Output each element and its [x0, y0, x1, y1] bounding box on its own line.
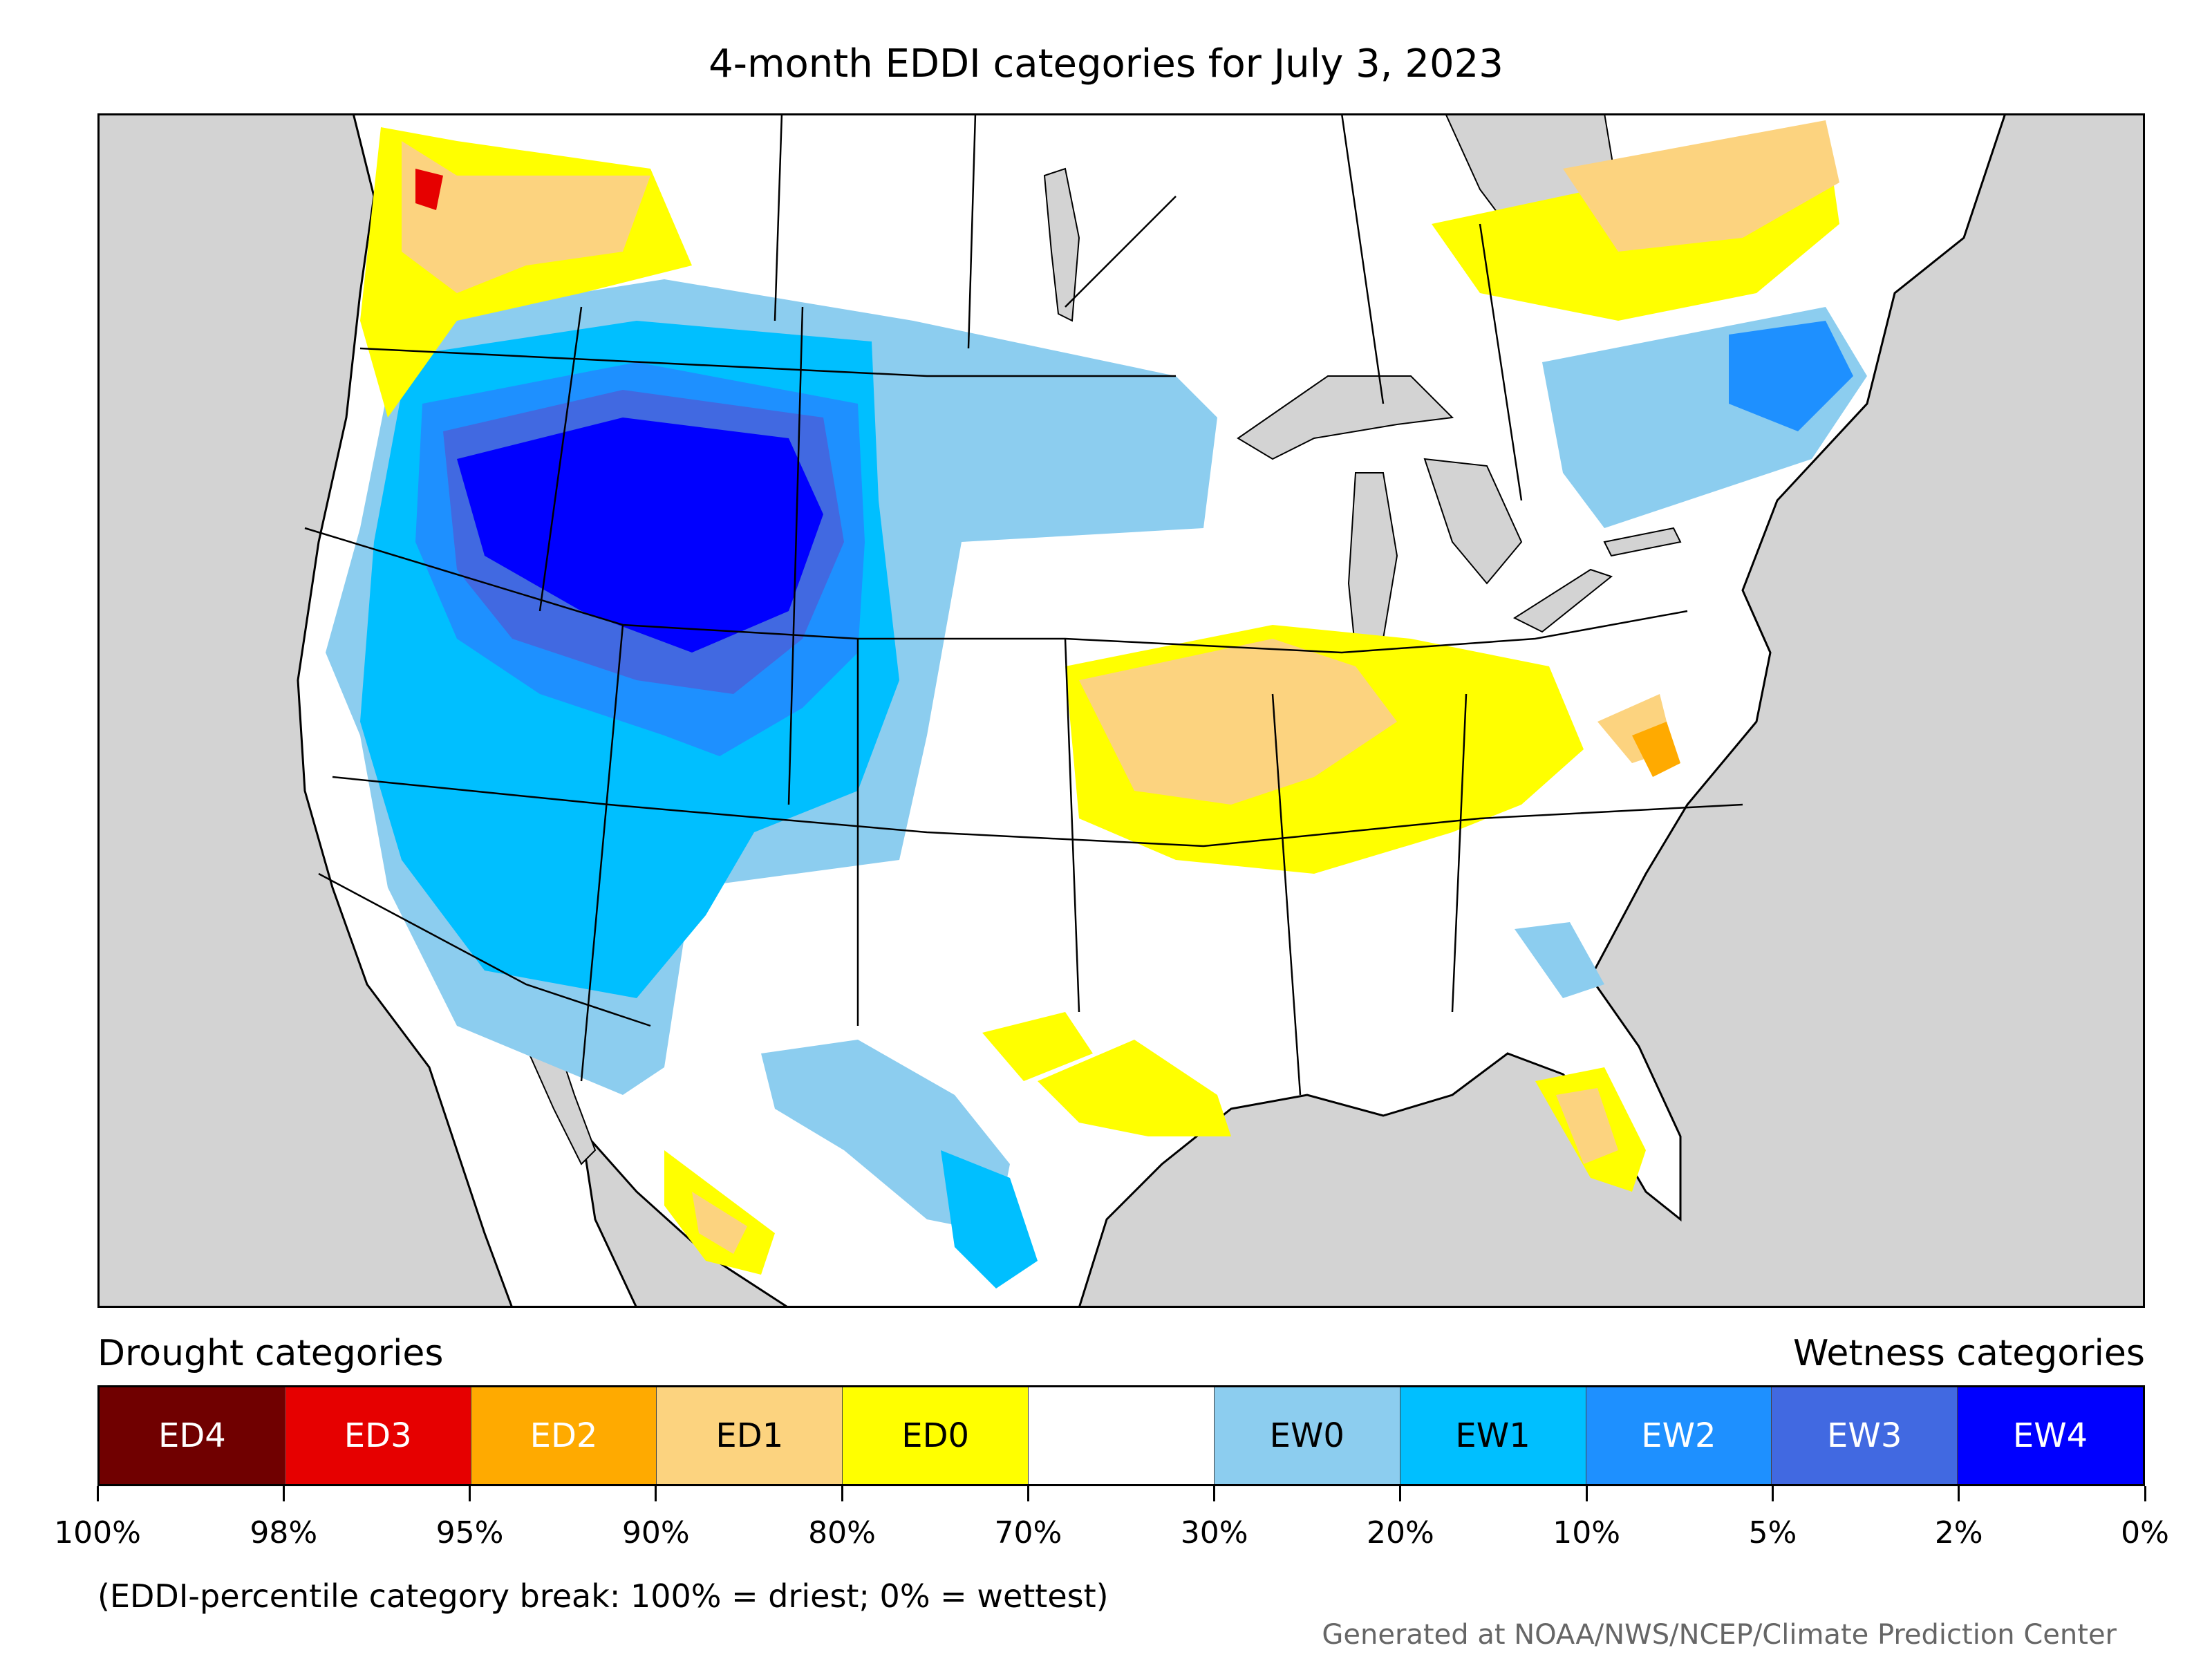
colorbar-tick: [1213, 1486, 1216, 1501]
lake-superior: [1237, 375, 1454, 460]
map-frame-border: [97, 113, 2145, 1308]
colorbar-segment-ed2: ED2: [471, 1387, 657, 1484]
colorbar-tick-label: 80%: [808, 1515, 876, 1550]
colorbar-segment-ew3: EW3: [1772, 1387, 1958, 1484]
eddi-map: [97, 113, 2145, 1308]
colorbar-segment-normal: [1029, 1387, 1215, 1484]
colorbar-segment-ew0: EW0: [1214, 1387, 1400, 1484]
political-boundaries: [304, 113, 1743, 1096]
lake-winnipeg: [1043, 167, 1080, 322]
colorbar-tick-label: 90%: [621, 1515, 690, 1550]
colorbar-tick: [96, 1486, 99, 1501]
colorbar-tick-label: 5%: [1748, 1515, 1797, 1550]
colorbar-tick-label: 10%: [1553, 1515, 1621, 1550]
colorbar-segment-ed4: ED4: [100, 1387, 285, 1484]
credit-line: Generated at NOAA/NWS/NCEP/Climate Predi…: [1322, 1619, 2117, 1651]
colorbar-tick-label: 100%: [54, 1515, 141, 1550]
lake-ontario: [1603, 527, 1682, 557]
colorbar-tick: [1585, 1486, 1588, 1501]
wetness-patches: [326, 279, 1867, 1288]
colorbar-segment-ew2: EW2: [1586, 1387, 1772, 1484]
colorbar-tick-label: 30%: [1180, 1515, 1248, 1550]
colorbar-tick: [1771, 1486, 1774, 1501]
colorbar-tick-label: 95%: [435, 1515, 504, 1550]
colorbar-tick: [2144, 1486, 2146, 1501]
colorbar-tick-label: 0%: [2121, 1515, 2169, 1550]
colorbar-segment-ed1: ED1: [657, 1387, 843, 1484]
category-break-footnote: (EDDI-percentile category break: 100% = …: [97, 1577, 1109, 1615]
colorbar-segment-ew4: EW4: [1958, 1387, 2143, 1484]
drought-categories-heading: Drought categories: [97, 1333, 444, 1374]
colorbar-tick: [1027, 1486, 1029, 1501]
colorbar-tick-label: 98%: [250, 1515, 318, 1550]
category-colorbar: ED4 ED3 ED2 ED1 ED0 EW0 EW1 EW2 EW3 EW4: [97, 1385, 2145, 1486]
colorbar-tick: [1958, 1486, 1960, 1501]
drought-patches: [360, 120, 1839, 1275]
wetness-categories-heading: Wetness categories: [1793, 1333, 2145, 1374]
lake-erie: [1512, 568, 1613, 633]
colorbar-tick: [1399, 1486, 1402, 1501]
colorbar-tick: [655, 1486, 657, 1501]
colorbar-tick: [282, 1486, 285, 1501]
map-svg: [97, 113, 2145, 1308]
colorbar-tick-label: 70%: [994, 1515, 1062, 1550]
colorbar-segment-ed0: ED0: [843, 1387, 1029, 1484]
colorbar-segment-ed3: ED3: [285, 1387, 471, 1484]
colorbar-segment-ew1: EW1: [1400, 1387, 1586, 1484]
colorbar-tick: [469, 1486, 471, 1501]
colorbar-tick-label: 20%: [1367, 1515, 1434, 1550]
colorbar-tick: [841, 1486, 843, 1501]
map-title: 4-month EDDI categories for July 3, 2023: [709, 41, 1503, 86]
lake-huron: [1423, 458, 1523, 585]
colorbar-tick-label: 2%: [1934, 1515, 1983, 1550]
